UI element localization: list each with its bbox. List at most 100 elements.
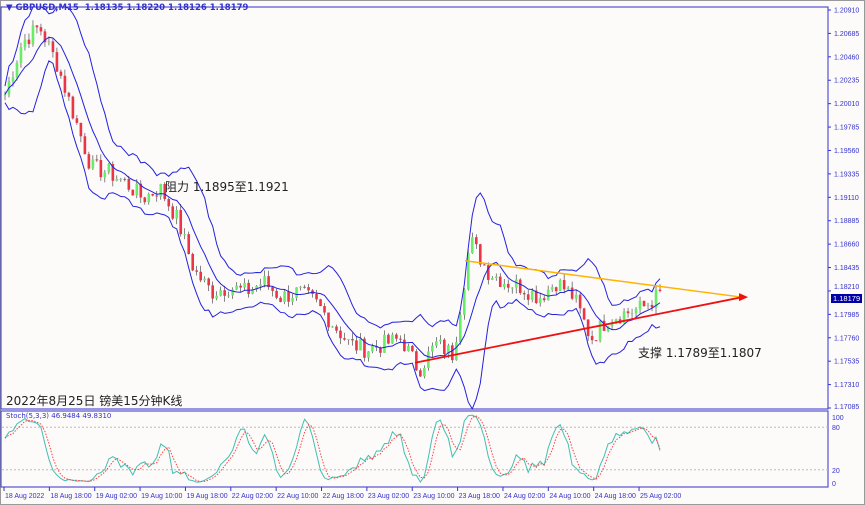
candle-body (546, 289, 550, 301)
candle-body (267, 276, 270, 288)
candle-body (163, 183, 167, 200)
candle-body (502, 283, 506, 287)
candle-body (646, 304, 650, 307)
candle-body (71, 96, 75, 119)
candle-body (187, 234, 191, 254)
candle-body (103, 172, 107, 178)
chart-title: 2022年8月25日 镑美15分钟K线 (6, 394, 183, 408)
stoch-level-label: 20 (832, 468, 840, 475)
candle-body (626, 311, 630, 314)
candle-body (431, 345, 434, 352)
candle-body (59, 71, 63, 76)
candle-body (219, 290, 222, 296)
candle-body (319, 299, 322, 307)
candle-body (51, 41, 55, 53)
symbol-label: GBPUSD,M15 (15, 3, 79, 13)
candle-body (343, 338, 346, 340)
candle-body (578, 294, 582, 309)
price-tick-label: 1.18210 (834, 284, 859, 291)
time-tick-label: 23 Aug 02:00 (368, 493, 409, 500)
candle-body (407, 345, 410, 352)
candle-body (466, 253, 470, 290)
candle-body (171, 206, 175, 219)
price-tick-label: 1.17085 (834, 404, 859, 411)
candle-body (115, 178, 119, 181)
candle-body (474, 237, 478, 245)
candle-body (323, 306, 326, 313)
candle-body (287, 291, 290, 302)
candle-body (235, 285, 238, 290)
candle-body (447, 345, 450, 355)
candle-body (39, 27, 43, 32)
candle-body (391, 334, 394, 344)
current-price-label: 1.18179 (831, 294, 863, 303)
candle-body (107, 164, 111, 173)
candle-body (95, 159, 99, 161)
candle-body (542, 298, 546, 301)
price-tick-label: 1.17985 (834, 312, 859, 319)
candle-body (207, 278, 210, 286)
candle-body (606, 326, 610, 331)
candle-body (654, 289, 658, 308)
candle-body (399, 338, 402, 340)
candle-body (35, 25, 39, 28)
candle-body (327, 312, 330, 328)
candle-body (351, 339, 354, 341)
symbol-header: ▼ GBPUSD,M15 1.18135 1.18220 1.18126 1.1… (6, 3, 249, 13)
candle-body (283, 291, 286, 302)
bollinger-upper (4, 6, 661, 329)
candle-body (271, 287, 274, 291)
candle-body (159, 183, 163, 197)
candle-body (379, 347, 382, 353)
time-tick-label: 24 Aug 18:00 (595, 493, 636, 500)
stoch-main-line (4, 414, 661, 484)
candle-body (307, 287, 310, 291)
candle-body (203, 278, 206, 281)
candle-body (119, 178, 123, 180)
candle-body (482, 264, 486, 266)
candle-body (494, 276, 498, 279)
candle-body (435, 341, 438, 346)
candle-body (155, 195, 159, 197)
candle-body (259, 284, 262, 286)
candle-body (123, 178, 127, 180)
time-tick-label: 23 Aug 10:00 (413, 493, 454, 500)
candle-body (279, 297, 282, 302)
candle-body (371, 345, 374, 352)
ohlc-readout: 1.18135 1.18220 1.18126 1.18179 (84, 3, 249, 13)
candle-body (443, 339, 446, 355)
candles (3, 20, 662, 379)
candle-body (127, 179, 131, 190)
price-tick-label: 1.17310 (834, 382, 859, 389)
candle-body (75, 118, 79, 123)
candle-body (167, 199, 171, 207)
candle-body (395, 334, 398, 339)
candle-body (55, 52, 59, 72)
candle-body (498, 276, 502, 287)
candle-body (419, 370, 422, 377)
candle-body (566, 287, 570, 290)
candle-body (538, 298, 542, 304)
candle-body (199, 271, 202, 281)
resistance-trendline (464, 260, 743, 298)
candle-body (359, 338, 362, 351)
candle-body (303, 286, 306, 288)
candle-body (223, 290, 226, 296)
price-tick-label: 1.19335 (834, 171, 859, 178)
candle-body (554, 287, 558, 292)
candle-body (383, 334, 386, 353)
candle-body (19, 47, 23, 63)
bollinger-lower (4, 60, 661, 411)
stoch-level-label: 100 (832, 415, 844, 422)
candle-body (642, 300, 646, 307)
time-tick-label: 24 Aug 10:00 (549, 493, 590, 500)
candle-body (423, 367, 426, 377)
candle-body (638, 300, 642, 309)
candle-body (630, 313, 634, 315)
candle-body (387, 334, 390, 344)
candle-body (211, 285, 214, 299)
candle-body (3, 94, 7, 96)
candle-body (243, 282, 246, 288)
candle-body (139, 183, 143, 198)
